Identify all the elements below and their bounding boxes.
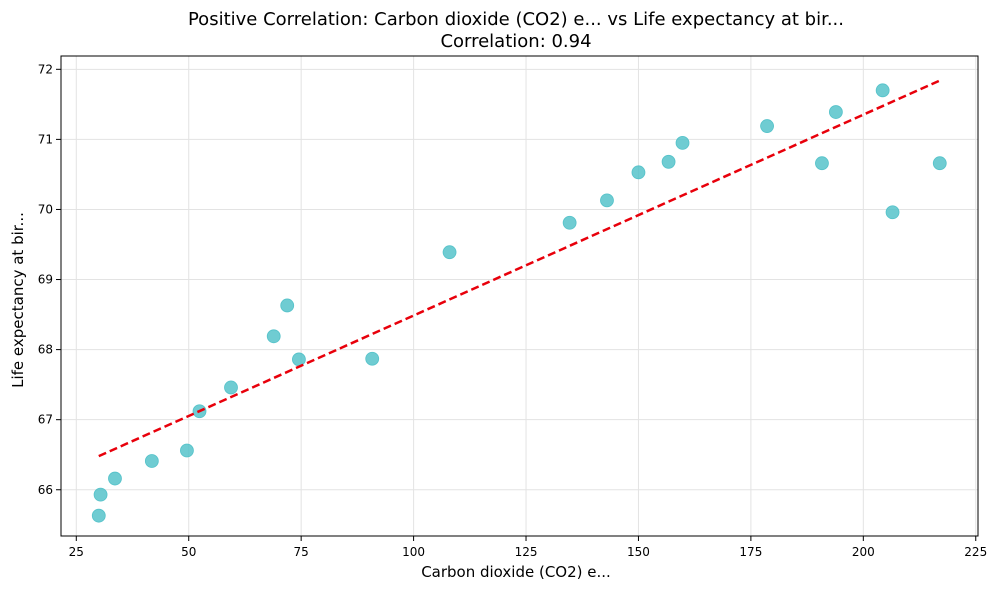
data-point — [760, 119, 774, 133]
data-point — [600, 193, 614, 208]
y-tick-label: 72 — [38, 62, 53, 76]
data-point — [266, 329, 281, 344]
x-tick-label: 225 — [964, 545, 987, 559]
trend-line — [98, 79, 941, 458]
y-tick-label: 66 — [38, 483, 53, 497]
trend-line-segment — [98, 79, 941, 458]
x-tick-label: 125 — [515, 545, 538, 559]
plot-frame — [60, 55, 979, 537]
y-tick-label: 70 — [38, 202, 53, 216]
data-point — [631, 165, 646, 180]
x-tick-label: 50 — [181, 545, 196, 559]
data-point — [442, 245, 457, 260]
x-tick-label: 200 — [852, 545, 875, 559]
data-point — [675, 135, 690, 150]
grid-lines — [61, 56, 978, 536]
data-point — [932, 156, 947, 171]
y-tick-label: 69 — [38, 273, 53, 287]
data-point — [562, 215, 577, 230]
x-axis-ticks: 25 50 75 100 125 150 175 200 225 — [69, 536, 987, 559]
data-point — [180, 443, 194, 458]
chart-subtitle: Correlation: 0.94 — [440, 31, 591, 52]
data-point — [93, 487, 108, 502]
y-tick-label: 71 — [38, 132, 53, 146]
data-point — [661, 154, 676, 169]
data-point — [875, 83, 890, 98]
data-point — [815, 156, 829, 171]
data-point — [292, 352, 306, 367]
y-tick-label: 67 — [38, 413, 53, 427]
chart-title: Positive Correlation: Carbon dioxide (CO… — [188, 9, 844, 30]
x-tick-label: 75 — [294, 545, 309, 559]
data-point — [224, 380, 238, 395]
data-point — [365, 351, 380, 366]
y-axis-ticks: 66 67 68 69 70 71 72 — [38, 62, 61, 497]
data-point — [828, 105, 843, 119]
data-points — [91, 83, 947, 523]
y-axis-label: Life expectancy at bir... — [9, 212, 27, 388]
x-axis-label: Carbon dioxide (CO2) e... — [421, 563, 611, 581]
data-point — [108, 471, 122, 486]
data-point — [91, 508, 106, 523]
x-tick-label: 175 — [739, 545, 762, 559]
data-point — [280, 298, 295, 313]
x-tick-label: 150 — [627, 545, 650, 559]
y-tick-label: 68 — [38, 343, 53, 357]
data-point — [144, 454, 159, 468]
x-tick-label: 100 — [402, 545, 425, 559]
x-tick-label: 25 — [69, 545, 84, 559]
data-point — [885, 205, 900, 220]
